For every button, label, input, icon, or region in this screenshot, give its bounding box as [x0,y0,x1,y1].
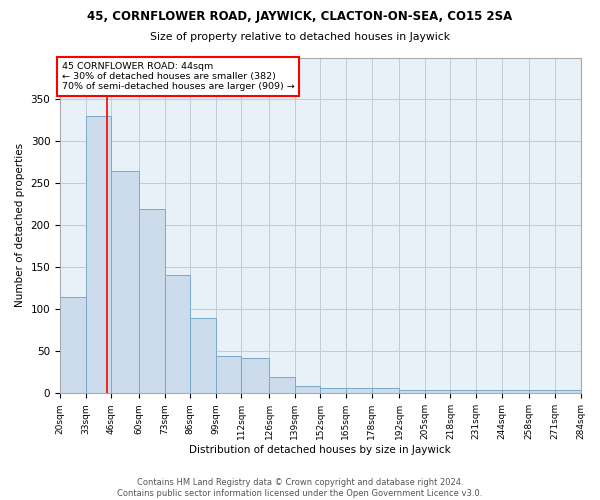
Bar [111,171,139,394]
Bar [320,388,346,394]
Text: 45 CORNFLOWER ROAD: 44sqm
← 30% of detached houses are smaller (382)
70% of semi: 45 CORNFLOWER ROAD: 44sqm ← 30% of detac… [62,62,295,92]
Bar [425,390,451,394]
Bar [269,376,295,394]
Bar [241,358,269,394]
Bar [451,390,476,394]
Y-axis label: Number of detached properties: Number of detached properties [15,144,25,308]
Bar [190,318,216,394]
Text: Size of property relative to detached houses in Jaywick: Size of property relative to detached ho… [150,32,450,42]
X-axis label: Distribution of detached houses by size in Jaywick: Distribution of detached houses by size … [190,445,451,455]
Bar [502,390,529,394]
Bar [164,275,190,394]
Bar [216,356,241,394]
Bar [529,390,555,394]
Bar [399,390,425,394]
Bar [476,390,502,394]
Bar [346,388,371,394]
Bar [555,390,581,394]
Bar [139,208,164,394]
Bar [86,116,111,394]
Text: 45, CORNFLOWER ROAD, JAYWICK, CLACTON-ON-SEA, CO15 2SA: 45, CORNFLOWER ROAD, JAYWICK, CLACTON-ON… [88,10,512,23]
Text: Contains HM Land Registry data © Crown copyright and database right 2024.
Contai: Contains HM Land Registry data © Crown c… [118,478,482,498]
Bar [371,388,399,394]
Bar [60,297,86,394]
Bar [295,386,320,394]
